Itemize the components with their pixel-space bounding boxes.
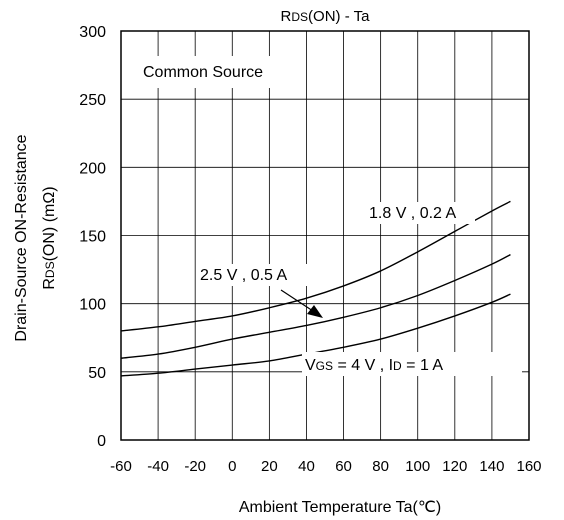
series-line-1 xyxy=(120,200,511,332)
y-tick-label: 150 xyxy=(79,229,106,246)
y-tick-labels: 0 50 100 150 200 250 300 xyxy=(79,24,106,450)
y-tick-label: 250 xyxy=(79,92,106,109)
x-tick-label: 60 xyxy=(335,458,352,475)
y-tick-label: 300 xyxy=(79,24,106,41)
y-axis-label-2: RDS(ON) (mΩ) xyxy=(41,186,58,289)
chart-title: RDS(ON) - Ta xyxy=(281,8,371,25)
x-tick-label: 80 xyxy=(372,458,389,475)
y-tick-label: 50 xyxy=(88,365,106,382)
x-tick-label: 140 xyxy=(479,458,504,475)
arrow-25v xyxy=(280,289,323,318)
common-source-box xyxy=(132,56,304,88)
common-source-label: Common Source xyxy=(143,64,263,81)
x-tick-label: 0 xyxy=(228,458,236,475)
y-tick-label: 100 xyxy=(79,297,106,314)
label-25v-bg xyxy=(198,264,310,286)
series-group xyxy=(120,200,511,377)
x-tick-label: -60 xyxy=(110,458,132,475)
x-tick-label: 120 xyxy=(442,458,467,475)
grid xyxy=(121,31,529,440)
x-tick-label: -20 xyxy=(184,458,206,475)
y-tick-label: 0 xyxy=(97,433,106,450)
label-25v: 2.5 V , 0.5 A xyxy=(200,267,288,284)
x-tick-label: 100 xyxy=(405,458,430,475)
x-tick-label: -40 xyxy=(147,458,169,475)
series-line-3 xyxy=(120,293,511,377)
x-axis-label: Ambient Temperature Ta(℃) xyxy=(239,499,441,516)
y-tick-label: 200 xyxy=(79,160,106,177)
label-18v-bg xyxy=(367,202,475,224)
label-4v-bg xyxy=(302,352,522,376)
y-axis-label: Drain-Source ON-Resistance xyxy=(13,134,30,341)
y-axis-label-line1: Drain-Source ON-Resistance xyxy=(13,134,30,341)
x-tick-label: 20 xyxy=(261,458,278,475)
x-tick-label: 40 xyxy=(298,458,315,475)
label-4v: VGS = 4 V , ID = 1 A xyxy=(305,357,443,374)
x-tick-labels: -60 -40 -20 0 20 40 60 80 100 120 140 160 xyxy=(110,458,541,475)
series-line-2 xyxy=(120,253,511,359)
y-axis-label-line2: RDS(ON) (mΩ) xyxy=(41,186,58,289)
label-18v: 1.8 V , 0.2 A xyxy=(369,205,457,222)
x-tick-label: 160 xyxy=(516,458,541,475)
plot-frame xyxy=(120,30,530,441)
